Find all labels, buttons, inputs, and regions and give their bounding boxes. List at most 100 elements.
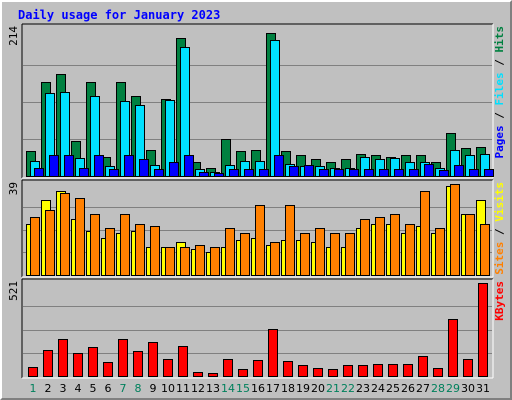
hits-panel-bar-pages-day-31 bbox=[484, 169, 494, 177]
hits-panel-bar-pages-day-15 bbox=[244, 169, 254, 177]
hits-panel-bar-pages-day-24 bbox=[379, 169, 389, 177]
visits-panel-bar-sites-day-16 bbox=[255, 205, 265, 276]
hits-panel-legend-part-1: / bbox=[493, 106, 506, 126]
visits-panel-bar-sites-day-1 bbox=[30, 217, 40, 276]
kbytes-panel-bar-kbytes-day-28 bbox=[433, 368, 443, 377]
hits-panel-bar-pages-day-28 bbox=[439, 170, 449, 177]
day-label-30: 30 bbox=[461, 382, 475, 395]
visits-panel-bar-sites-day-15 bbox=[240, 233, 250, 276]
visits-panel-bar-sites-day-5 bbox=[90, 214, 100, 276]
day-label-8: 8 bbox=[135, 382, 142, 395]
day-label-3: 3 bbox=[60, 382, 67, 395]
hits-panel-bar-pages-day-8 bbox=[139, 159, 149, 177]
day-label-14: 14 bbox=[221, 382, 235, 395]
kbytes-panel-bar-kbytes-day-2 bbox=[43, 350, 53, 377]
hits-panel-bar-pages-day-26 bbox=[409, 169, 419, 177]
day-label-27: 27 bbox=[416, 382, 430, 395]
visits-panel-bar-sites-day-2 bbox=[45, 210, 55, 276]
hits-panel-bar-pages-day-14 bbox=[229, 169, 239, 177]
hits-panel-bar-pages-day-21 bbox=[334, 169, 344, 177]
day-label-25: 25 bbox=[386, 382, 400, 395]
visits-panel-max-label: 39 bbox=[7, 182, 20, 195]
day-label-5: 5 bbox=[90, 382, 97, 395]
visits-panel-bar-sites-day-13 bbox=[210, 247, 220, 276]
hits-panel-bar-pages-day-20 bbox=[319, 169, 329, 177]
hits-panel-bar-pages-day-11 bbox=[184, 155, 194, 177]
visits-panel-bar-sites-day-10 bbox=[165, 247, 175, 276]
hits-panel-legend-part-0: Pages bbox=[493, 125, 506, 158]
visits-panel-bar-sites-day-23 bbox=[360, 219, 370, 276]
kbytes-panel-bar-kbytes-day-7 bbox=[118, 339, 128, 377]
kbytes-panel-bar-kbytes-day-25 bbox=[388, 364, 398, 377]
day-label-4: 4 bbox=[75, 382, 82, 395]
day-label-21: 21 bbox=[326, 382, 340, 395]
hits-panel-bar-pages-day-23 bbox=[364, 169, 374, 177]
visits-panel-bar-sites-day-14 bbox=[225, 228, 235, 276]
hits-panel-bar-pages-day-22 bbox=[349, 169, 359, 177]
kbytes-panel-bar-kbytes-day-16 bbox=[253, 360, 263, 377]
visits-panel-bar-sites-day-28 bbox=[435, 228, 445, 276]
visits-panel-bar-sites-day-12 bbox=[195, 245, 205, 276]
hits-panel-legend-part-3: / bbox=[493, 53, 506, 73]
day-label-12: 12 bbox=[191, 382, 205, 395]
hits-panel-bar-pages-day-1 bbox=[34, 168, 44, 177]
kbytes-panel-bar-kbytes-day-1 bbox=[28, 367, 38, 377]
day-label-22: 22 bbox=[341, 382, 355, 395]
hits-panel-bar-pages-day-27 bbox=[424, 164, 434, 177]
day-label-29: 29 bbox=[446, 382, 460, 395]
hits-panel-bar-pages-day-16 bbox=[259, 169, 269, 177]
visits-panel-bar-sites-day-18 bbox=[285, 205, 295, 276]
hits-panel-bar-pages-day-13 bbox=[214, 173, 224, 177]
day-label-7: 7 bbox=[120, 382, 127, 395]
chart-title: Daily usage for January 2023 bbox=[18, 8, 221, 22]
hits-panel-max-label: 214 bbox=[7, 26, 20, 46]
kbytes-panel-bar-kbytes-day-23 bbox=[358, 365, 368, 377]
kbytes-panel-legend-part-0: KBytes bbox=[493, 281, 506, 321]
visits-panel-legend-part-1: / bbox=[493, 222, 506, 242]
hits-panel-bar-pages-day-18 bbox=[289, 166, 299, 177]
kbytes-panel-bar-kbytes-day-29 bbox=[448, 319, 458, 377]
day-label-17: 17 bbox=[266, 382, 280, 395]
hits-panel-legend-part-4: Hits bbox=[493, 26, 506, 53]
hits-panel-legend-part-2: Files bbox=[493, 72, 506, 105]
day-label-10: 10 bbox=[161, 382, 175, 395]
hits-panel-bar-pages-day-5 bbox=[94, 155, 104, 177]
day-label-6: 6 bbox=[105, 382, 112, 395]
hits-panel-bar-pages-day-19 bbox=[304, 165, 314, 177]
kbytes-panel-bar-kbytes-day-19 bbox=[298, 365, 308, 377]
hits-panel-bar-pages-day-9 bbox=[154, 169, 164, 177]
kbytes-panel-bar-kbytes-day-24 bbox=[373, 364, 383, 377]
visits-panel-bar-sites-day-11 bbox=[180, 247, 190, 276]
kbytes-panel-bar-kbytes-day-20 bbox=[313, 368, 323, 377]
visits-panel-bar-sites-day-21 bbox=[330, 233, 340, 276]
visits-panel-legend-part-2: Visits bbox=[493, 182, 506, 222]
day-label-13: 13 bbox=[206, 382, 220, 395]
kbytes-panel-bar-kbytes-day-14 bbox=[223, 359, 233, 377]
hits-panel-bar-pages-day-30 bbox=[469, 169, 479, 177]
day-label-9: 9 bbox=[150, 382, 157, 395]
hits-panel-bar-pages-day-12 bbox=[199, 172, 209, 177]
visits-panel-bar-sites-day-27 bbox=[420, 191, 430, 276]
kbytes-panel-bar-kbytes-day-15 bbox=[238, 369, 248, 377]
day-label-15: 15 bbox=[236, 382, 250, 395]
kbytes-panel-bar-kbytes-day-8 bbox=[133, 351, 143, 377]
day-label-16: 16 bbox=[251, 382, 265, 395]
hits-panel-bar-pages-day-4 bbox=[79, 168, 89, 177]
day-label-28: 28 bbox=[431, 382, 445, 395]
day-label-20: 20 bbox=[311, 382, 325, 395]
visits-panel-bar-sites-day-26 bbox=[405, 224, 415, 276]
hits-panel-bar-pages-day-3 bbox=[64, 155, 74, 177]
kbytes-panel-bar-kbytes-day-3 bbox=[58, 339, 68, 377]
hits-panel-bar-pages-day-7 bbox=[124, 155, 134, 177]
day-label-11: 11 bbox=[176, 382, 190, 395]
kbytes-panel-bar-kbytes-day-27 bbox=[418, 356, 428, 377]
hits-panel-bar-pages-day-29 bbox=[454, 165, 464, 177]
kbytes-panel-legend: KBytes bbox=[493, 281, 506, 321]
kbytes-panel-bar-kbytes-day-5 bbox=[88, 347, 98, 377]
visits-panel-bar-sites-day-4 bbox=[75, 198, 85, 276]
kbytes-panel-bar-kbytes-day-17 bbox=[268, 329, 278, 377]
day-label-26: 26 bbox=[401, 382, 415, 395]
hits-panel-bar-pages-day-2 bbox=[49, 155, 59, 177]
visits-panel-legend: Sites / Visits bbox=[493, 182, 506, 275]
day-label-31: 31 bbox=[476, 382, 490, 395]
